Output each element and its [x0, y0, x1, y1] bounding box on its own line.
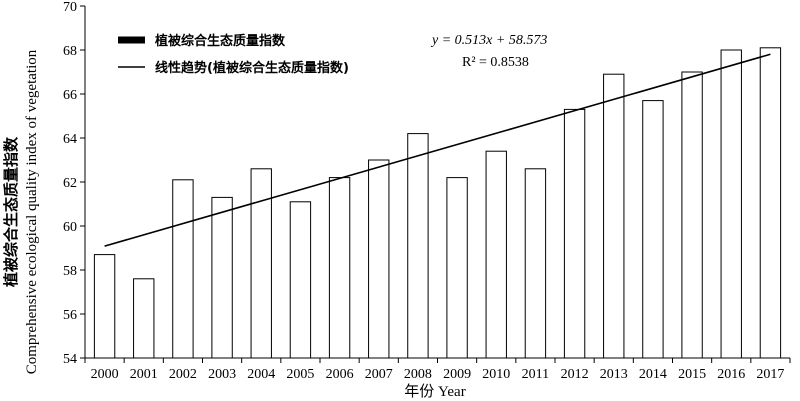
legend-bar-label: 植被综合生态质量指数: [154, 33, 286, 49]
bar-2013: [603, 73, 625, 359]
bar-2008: [407, 133, 429, 359]
bar-2007: [368, 159, 390, 359]
x-tick-label-2011: 2011: [522, 367, 549, 382]
bar-2002: [172, 179, 194, 359]
bar-2005: [289, 201, 312, 359]
y-tick-label-58: 58: [63, 264, 77, 279]
bar-2012: [563, 108, 586, 359]
trend-equation-text: y = 0.513x + 58.573: [430, 33, 547, 48]
bar-2003: [211, 196, 233, 359]
y-tick-label-54: 54: [63, 352, 77, 367]
x-tick-label-2014: 2014: [639, 367, 667, 382]
y-axis-title-en: Comprehensive ecological quality index o…: [24, 49, 40, 374]
bar-2001: [133, 278, 155, 359]
bar-2015: [681, 71, 703, 359]
x-tick-label-2007: 2007: [365, 367, 393, 382]
x-tick-label-2017: 2017: [756, 367, 784, 382]
axes-group: 54 56 58 60 62 64 66 68 70 2000 2001 2002 2003 2004 20…: [63, 0, 791, 382]
y-tick-label-68: 68: [63, 44, 77, 59]
legend: 植被综合生态质量指数 线性趋势(植被综合生态质量指数): [118, 33, 349, 76]
bar-2009: [446, 177, 468, 359]
bar-2010: [485, 150, 507, 359]
x-tick-label-2003: 2003: [208, 367, 236, 382]
x-tick-label-2010: 2010: [482, 367, 510, 382]
x-tick-label-2013: 2013: [600, 367, 628, 382]
bar-2016: [720, 49, 742, 359]
y-tick-label-70: 70: [63, 0, 77, 15]
x-tick-label-2015: 2015: [678, 367, 706, 382]
legend-trend-label: 线性趋势(植被综合生态质量指数): [155, 60, 349, 76]
bar-2017: [759, 47, 782, 359]
x-tick-label-2016: 2016: [717, 367, 745, 382]
x-tick-label-2006: 2006: [326, 367, 354, 382]
bar-2014: [642, 100, 664, 359]
x-tick-label-2008: 2008: [404, 367, 432, 382]
bars-group: [93, 47, 782, 359]
bar-2000: [93, 254, 116, 359]
y-axis-title-cn: 植被综合生态质量指数: [2, 136, 20, 287]
bar-2011: [524, 168, 547, 359]
x-tick-label-2005: 2005: [286, 367, 314, 382]
bar-2004: [250, 168, 272, 359]
x-tick-label-2002: 2002: [169, 367, 197, 382]
y-tick-label-60: 60: [63, 220, 77, 235]
x-tick-label-2004: 2004: [247, 367, 275, 382]
x-tick-label-2012: 2012: [561, 367, 589, 382]
x-tick-label-2000: 2000: [91, 367, 119, 382]
x-tick-label-2001: 2001: [130, 367, 158, 382]
trend-r2-text: R² = 0.8538: [462, 55, 529, 70]
x-axis-title: 年份 Year: [404, 383, 465, 400]
bar-2006: [328, 177, 351, 359]
y-tick-label-64: 64: [63, 132, 77, 147]
x-tick-label-2009: 2009: [443, 367, 471, 382]
y-tick-label-62: 62: [63, 176, 77, 191]
trend-equation: y = 0.513x + 58.573 R² = 0.8538: [430, 33, 547, 70]
y-tick-label-56: 56: [63, 308, 77, 323]
trendline-group: [104, 53, 771, 247]
trendline: [104, 53, 771, 247]
y-tick-label-66: 66: [63, 88, 77, 103]
